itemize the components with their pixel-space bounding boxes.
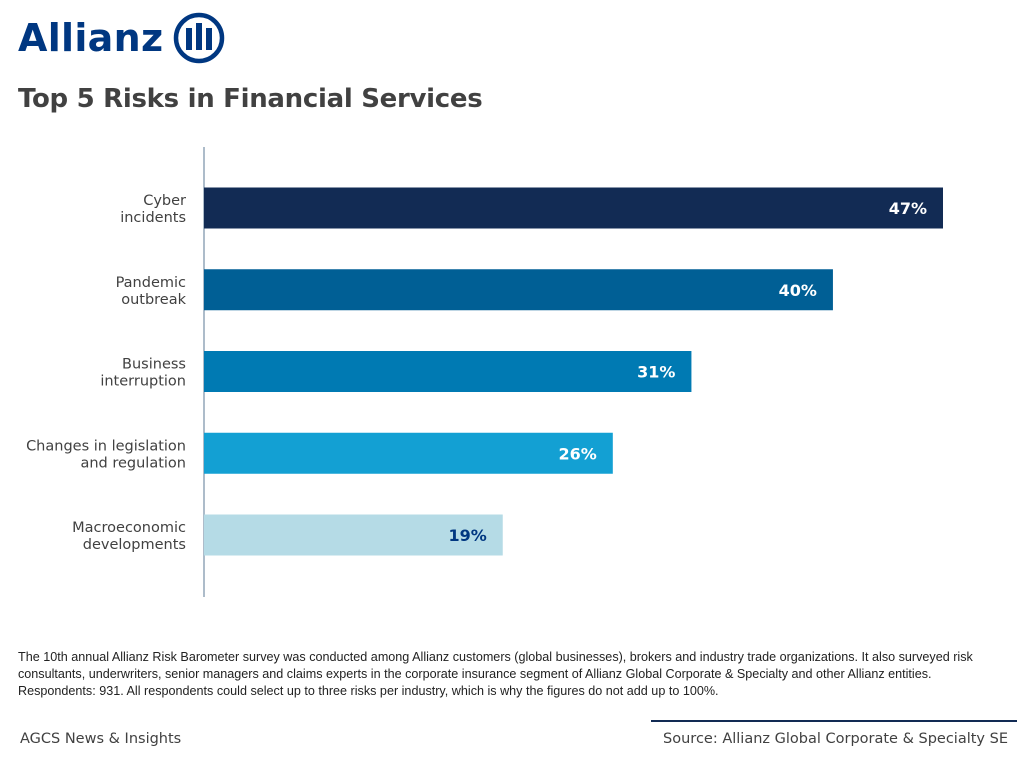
- category-label: Changes in legislation and regulation: [26, 438, 186, 471]
- source-text: Source: Allianz Global Corporate & Speci…: [663, 731, 1008, 747]
- footer-divider: [651, 720, 1017, 722]
- category-label: Pandemic outbreak: [116, 275, 187, 308]
- bar-value-label: 31%: [637, 363, 675, 382]
- bar: [204, 432, 613, 474]
- category-label: Cyber incidents: [120, 193, 186, 226]
- bar: [204, 187, 943, 229]
- bar-value-label: 26%: [559, 444, 597, 463]
- bar: [204, 514, 503, 556]
- bar-value-label: 47%: [889, 199, 927, 218]
- allianz-logo: Allianz: [18, 10, 225, 66]
- chart-title: Top 5 Risks in Financial Services: [18, 84, 483, 114]
- allianz-eagle-icon: [174, 12, 225, 64]
- footnote: The 10th annual Allianz Risk Barometer s…: [18, 650, 973, 698]
- bar-value-label: 40%: [779, 281, 817, 300]
- category-label: Macroeconomic developments: [72, 520, 186, 553]
- footer-left-text: AGCS News & Insights: [20, 731, 182, 747]
- bar: [204, 351, 692, 392]
- bar-chart: 47% Cyber incidents 40% Pandemic outbreak 31% B…: [26, 147, 943, 597]
- brand-name: Allianz: [18, 16, 164, 60]
- bar: [204, 269, 833, 311]
- bar-value-label: 19%: [448, 526, 486, 545]
- category-label: Business interruption: [100, 357, 186, 390]
